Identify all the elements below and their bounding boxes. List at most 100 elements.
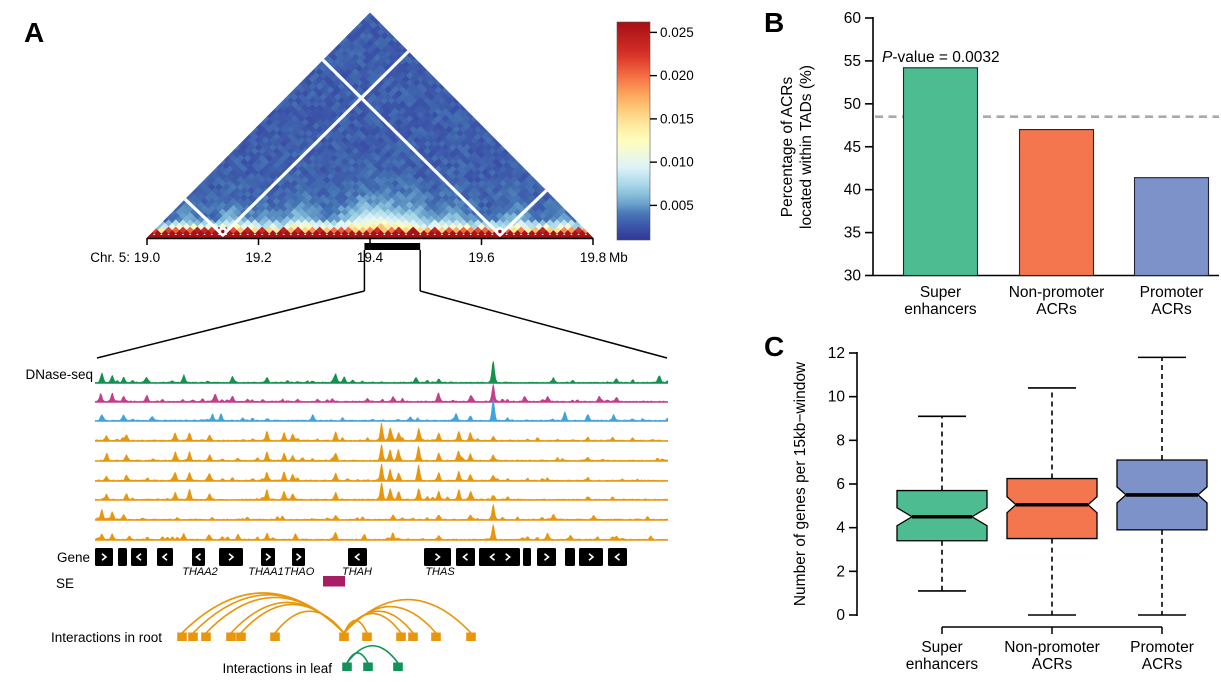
- colorbar-tick-label: 0.005: [660, 198, 694, 213]
- shape: [358, 38, 367, 47]
- panel-a: A Chr. 5: Mb 19.0 19.2 19.4 19.6 19.8 0.0250…: [24, 12, 694, 676]
- y-tick-label: 55: [844, 53, 861, 70]
- gene-name-label: THAH: [342, 566, 372, 578]
- axis-tick-label: 19.0: [134, 250, 160, 265]
- tad-line: [321, 58, 502, 237]
- hic-heatmap: [146, 12, 594, 239]
- shape: [351, 38, 360, 47]
- dnase-track: [95, 398, 668, 421]
- interaction-arc: [343, 598, 472, 634]
- gene-track: [95, 548, 627, 566]
- shape: [351, 46, 360, 54]
- interaction-arc: [274, 610, 345, 634]
- gene-strand-arrow: [354, 553, 360, 561]
- interaction-anchor: [339, 632, 349, 641]
- gene-strand-arrow: [161, 553, 168, 561]
- interaction-anchor: [236, 632, 246, 641]
- gene-box: [118, 548, 127, 566]
- gene-box: [131, 548, 147, 566]
- colorbar-tick-label: 0.010: [660, 155, 694, 170]
- super-enhancer-box: [323, 576, 345, 587]
- zoom-connector-right-diagonal: [419, 290, 668, 359]
- panel-c: C Number of genes per 15kb−window 0 2 4 6 8 1…: [764, 331, 1208, 673]
- shape: [362, 28, 371, 36]
- leaf-interactions: [342, 645, 403, 671]
- shape: [337, 38, 346, 47]
- shape: [362, 20, 371, 29]
- interaction-anchor: [342, 662, 352, 671]
- panel-c-category-labels: SuperenhancersNon-promoterACRsPromoterAC…: [906, 639, 1194, 673]
- category-label: Non-promoter: [1009, 284, 1105, 301]
- interaction-arc: [346, 652, 369, 664]
- bar: [1133, 177, 1210, 277]
- axis-tick-label: 19.8: [580, 250, 606, 265]
- category-label: ACRs: [1142, 656, 1183, 673]
- shape: [380, 31, 389, 40]
- tad-boundary-lines: [183, 50, 549, 237]
- se-row-label: SE: [56, 576, 74, 591]
- interaction-arc: [346, 645, 399, 664]
- bar: [1018, 129, 1095, 277]
- interaction-anchor: [201, 632, 211, 641]
- shape: [351, 31, 360, 40]
- shape: [380, 38, 389, 47]
- gene-name-label: THAA1: [248, 566, 283, 578]
- panel-b-ylabel-line2: located within TADs (%): [798, 65, 815, 229]
- gene-box: [95, 548, 113, 566]
- colorbar-gradient: [616, 21, 651, 241]
- zoom-connector-left-diagonal: [96, 290, 365, 359]
- y-tick-label: 4: [836, 520, 845, 537]
- panel-b-bars: [902, 67, 1210, 277]
- chrom-label: Chr. 5:: [90, 250, 130, 265]
- category-label: enhancers: [904, 301, 977, 318]
- category-label: Promoter: [1130, 639, 1194, 656]
- highlight-region-bar: [364, 243, 421, 250]
- interaction-anchor: [393, 662, 403, 671]
- gene-box: [523, 548, 531, 566]
- category-label: ACRs: [1036, 301, 1077, 318]
- interaction-anchor: [431, 632, 441, 641]
- gene-name-labels: THAA2 THAA1 THAO THAH THAS: [182, 566, 455, 578]
- shape: [394, 38, 403, 47]
- tad-boundary-dot-center: [221, 229, 225, 234]
- panel-b-category-labels: SuperenhancersNon-promoterACRsPromoterAC…: [904, 284, 1203, 318]
- gene-box: [424, 548, 451, 566]
- gene-strand-arrow: [135, 553, 142, 561]
- shape: [373, 38, 382, 47]
- axis-tick-label: 19.2: [245, 250, 271, 265]
- shape: [366, 46, 374, 54]
- panel-a-label: A: [24, 17, 44, 48]
- y-tick-label: 0: [836, 607, 845, 624]
- panel-c-label: C: [764, 331, 784, 362]
- y-tick-label: 2: [836, 563, 845, 580]
- gene-box: [537, 548, 556, 566]
- tad-line: [183, 197, 225, 237]
- y-tick-label: 10: [828, 389, 846, 406]
- gene-strand-arrow: [505, 553, 511, 561]
- shape: [358, 46, 367, 54]
- y-tick-label: 35: [844, 225, 861, 242]
- panel-b-ylabel-line1: Percentage of ACRs: [779, 77, 796, 218]
- tad-boundary-dot-center: [498, 229, 502, 234]
- y-tick-label: 45: [844, 139, 861, 156]
- heatmap-diagonal-base: [146, 235, 594, 239]
- shape: [358, 31, 367, 40]
- dnase-track: [95, 360, 668, 383]
- zoom-region: [96, 243, 668, 359]
- gene-box: [479, 548, 520, 566]
- gene-box: [192, 548, 205, 566]
- gene-strand-arrow: [296, 553, 302, 561]
- interactions-leaf-label: Interactions in leaf: [222, 661, 332, 676]
- root-interactions: [177, 592, 476, 641]
- p-value-rest: -value = 0.0032: [892, 49, 999, 66]
- shape: [337, 46, 346, 54]
- gene-row-label: Gene: [57, 550, 90, 565]
- colorbar: 0.025 0.020 0.015 0.010 0.005: [616, 21, 694, 241]
- dnase-track: [95, 503, 668, 520]
- shape: [376, 28, 385, 36]
- panel-c-ylabel: Number of genes per 15kb−window: [792, 361, 809, 606]
- category-label: ACRs: [1032, 656, 1073, 673]
- interaction-anchor: [177, 632, 187, 641]
- colorbar-tick-label: 0.025: [660, 25, 694, 40]
